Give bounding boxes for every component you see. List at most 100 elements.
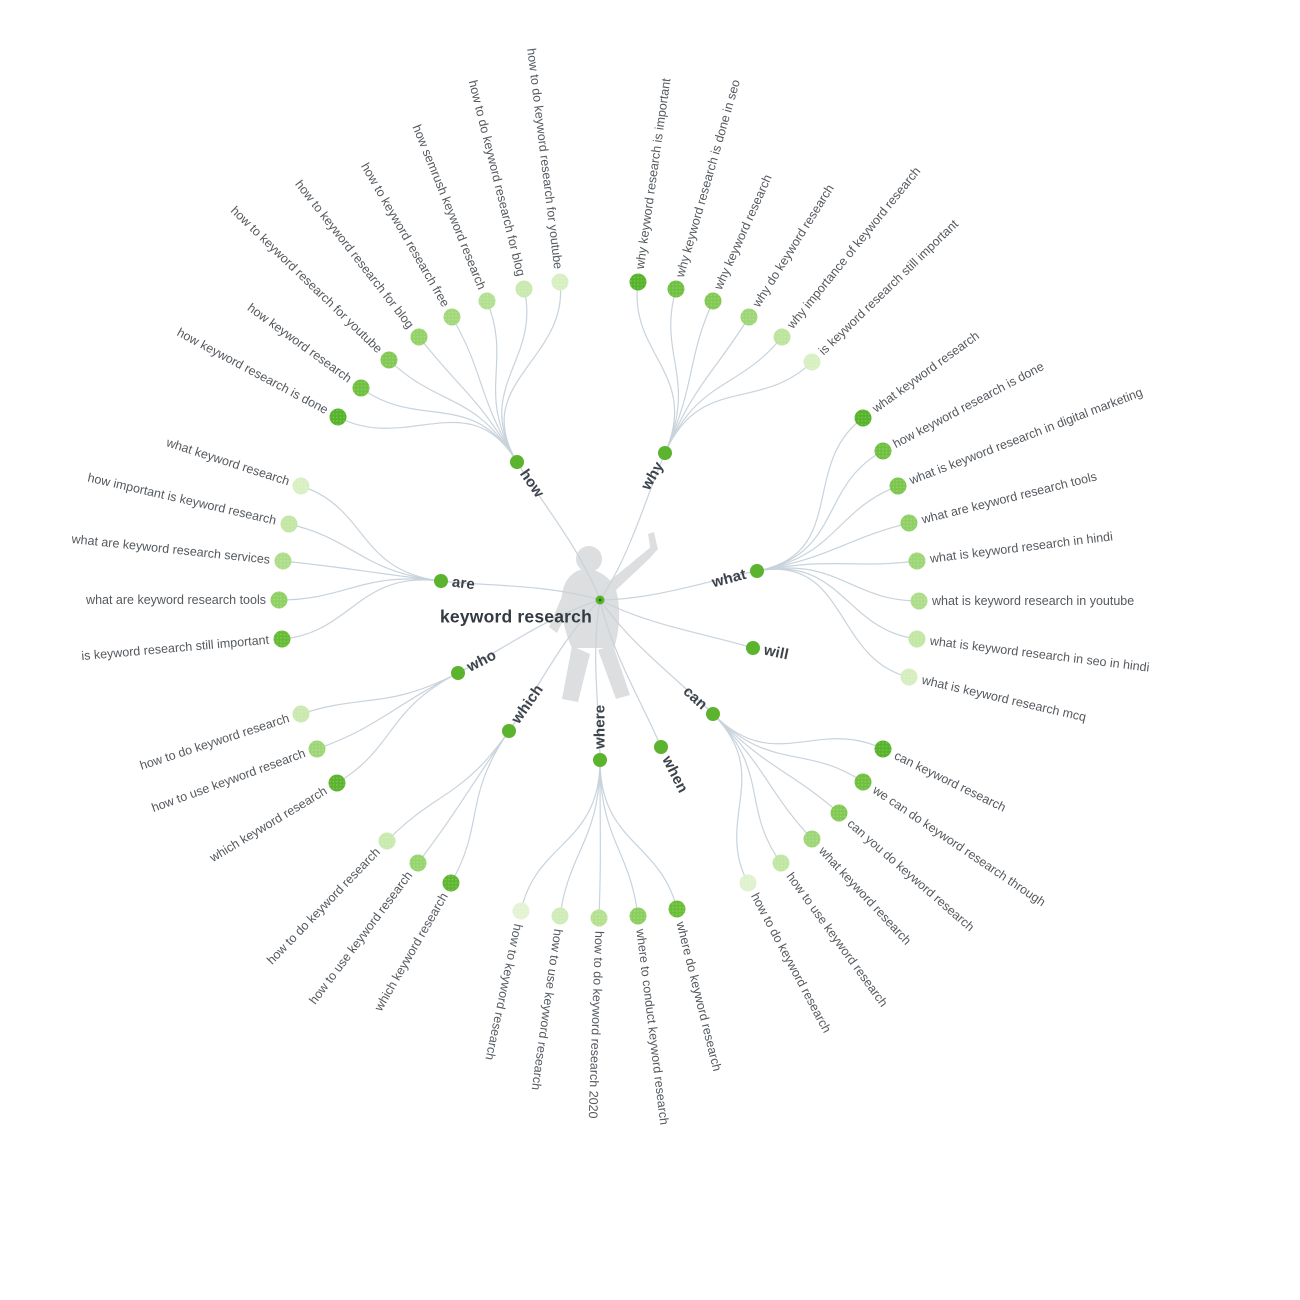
edge-curve [300, 672, 459, 715]
edge-curve [599, 599, 662, 748]
edge-curve [756, 417, 864, 572]
edge-curve [599, 452, 666, 601]
center-keyword-label: keyword research [439, 606, 592, 627]
leaf-dot-texture [803, 830, 821, 848]
branch-dot-which[interactable] [502, 724, 516, 738]
edge-curve [756, 567, 920, 602]
edge-curve [756, 560, 918, 572]
branch-dot-can[interactable] [706, 707, 720, 721]
leaf-dot-texture [280, 515, 298, 533]
edge-curve [288, 523, 442, 582]
branch-dot-where[interactable] [593, 753, 607, 767]
leaf-dot-texture [551, 273, 569, 291]
edge-curve [599, 570, 758, 601]
leaf-dot-texture [329, 408, 347, 426]
edge-curve [712, 713, 864, 783]
branch-label-are[interactable]: are [450, 573, 476, 594]
edge-curve [451, 316, 518, 463]
leaf-dot-texture [910, 592, 928, 610]
leaf-dot-texture [442, 874, 460, 892]
edge-curve [501, 288, 528, 463]
branch-dot-what[interactable] [750, 564, 764, 578]
edge-curve [756, 568, 918, 640]
edge-curve [756, 568, 910, 678]
leaf-dot-texture [830, 804, 848, 822]
branch-dot-who[interactable] [451, 666, 465, 680]
edge-curve [664, 336, 783, 454]
leaf-dot-texture [270, 591, 288, 609]
edge-curve [664, 288, 679, 454]
branch-dot-why[interactable] [658, 446, 672, 460]
leaf-dot-texture [889, 477, 907, 495]
leaf-dot-texture [629, 273, 647, 291]
edge-curve [417, 730, 510, 864]
edge-curve [503, 281, 562, 463]
edge-curve [712, 713, 782, 864]
branch-dot-when[interactable] [654, 740, 668, 754]
branch-dot-will[interactable] [746, 641, 760, 655]
edge-curve [636, 281, 676, 454]
edge-curve [300, 485, 442, 582]
edge-curve [595, 599, 601, 761]
edge-curve [388, 359, 518, 463]
leaf-dot-texture [874, 740, 892, 758]
edge-curve [450, 730, 510, 884]
edge-curve [316, 672, 459, 750]
edge-curve [599, 599, 714, 715]
leaf-label[interactable]: what is keyword research in youtube [932, 593, 1135, 608]
edge-curve [712, 713, 840, 814]
leaf-dot-texture [668, 900, 686, 918]
edge-curve [386, 730, 510, 842]
edge-curve [418, 336, 518, 463]
leaf-dot-texture [740, 308, 758, 326]
leaf-dot-texture [900, 514, 918, 532]
edge-curve [664, 316, 750, 454]
leaf-dot-texture [378, 832, 396, 850]
leaf-dot-texture [874, 442, 892, 460]
leaf-dot-texture [854, 773, 872, 791]
leaf-dot-texture [443, 308, 461, 326]
leaf-dot-texture [667, 280, 685, 298]
branch-dot-how[interactable] [510, 455, 524, 469]
leaf-dot-texture [629, 907, 647, 925]
edge-curve [282, 560, 442, 582]
edge-curve [360, 387, 518, 463]
leaf-dot-texture [512, 902, 530, 920]
edge-curve [756, 522, 910, 572]
edge-curve [336, 672, 459, 784]
leaf-dot-texture [773, 328, 791, 346]
edge-curve [712, 713, 813, 840]
leaf-dot-texture [308, 740, 326, 758]
edge-curve [664, 361, 813, 454]
leaf-dot-texture [704, 292, 722, 310]
leaf-dot-texture [380, 351, 398, 369]
leaf-dot-texture [900, 668, 918, 686]
center-dot-core [598, 598, 602, 602]
edge-curve [278, 578, 442, 601]
edge-curve [712, 713, 884, 750]
edge-curve [756, 450, 884, 572]
edge-curve [440, 580, 601, 601]
branch-label-where[interactable]: where [591, 704, 609, 749]
leaf-dot-texture [551, 907, 569, 925]
edge-curve [598, 759, 601, 919]
edge-curve [712, 713, 749, 884]
edge-curve [559, 759, 601, 917]
leaf-dot-texture [410, 328, 428, 346]
edge-curve [516, 461, 601, 601]
leaf-dot-texture [352, 379, 370, 397]
edge-curve [599, 599, 754, 649]
leaf-dot-texture [772, 854, 790, 872]
leaf-dot-texture [292, 477, 310, 495]
leaf-label[interactable]: what are keyword research tools [86, 592, 266, 607]
leaf-dot-texture [739, 874, 757, 892]
leaf-dot-texture [274, 552, 292, 570]
branch-dot-are[interactable] [434, 574, 448, 588]
edge-curve [520, 759, 601, 912]
leaf-dot-texture [273, 630, 291, 648]
leaf-dot-texture [590, 909, 608, 927]
edge-curve [281, 579, 442, 640]
